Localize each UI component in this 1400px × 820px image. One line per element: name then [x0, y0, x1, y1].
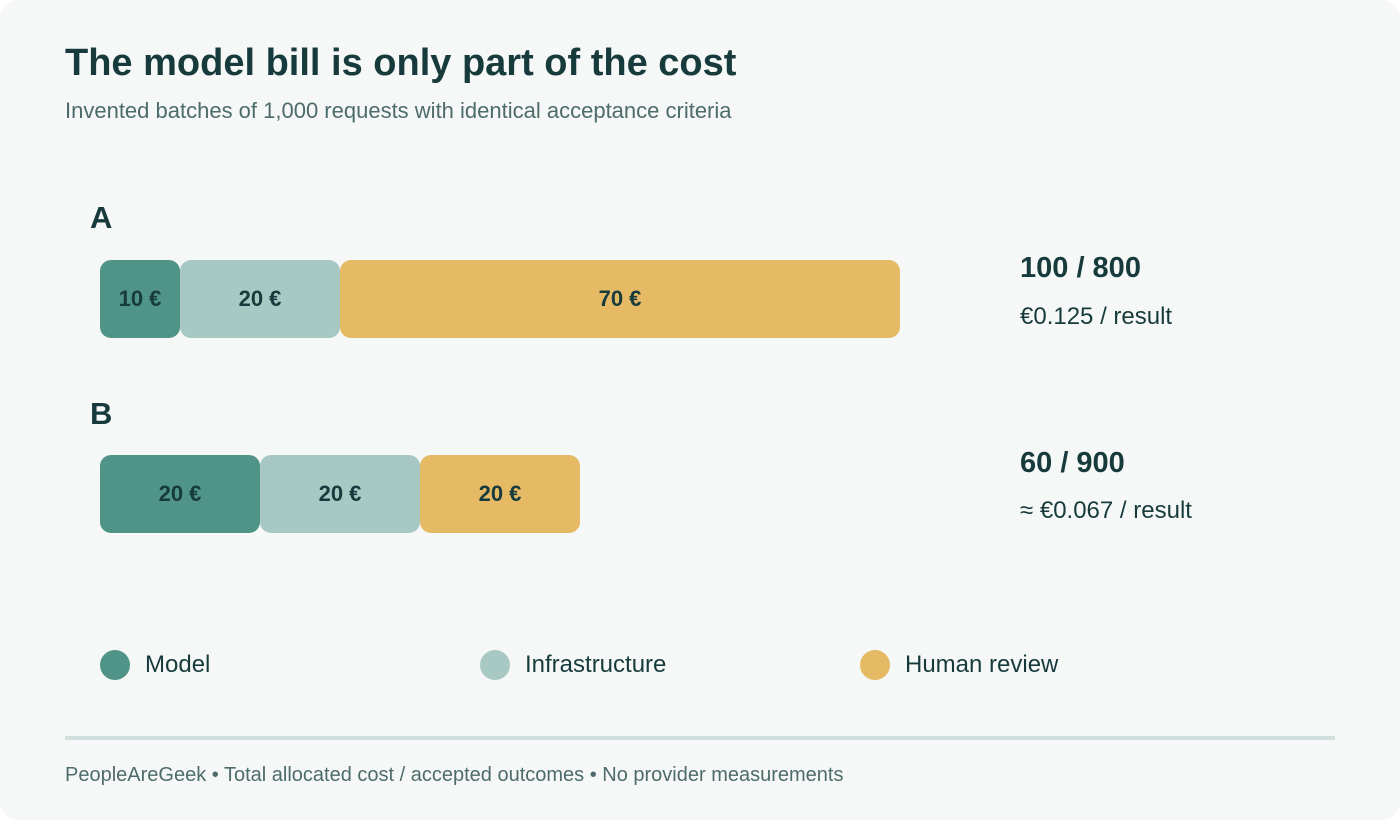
data-label-model-a: 10 €	[118, 286, 162, 311]
legend-item-model: Model	[100, 650, 210, 680]
legend-swatch-human-review	[860, 650, 890, 680]
bar-segment-infrastructure-a: 20 €	[180, 260, 340, 338]
bar-segment-human-review-b: 20 €	[420, 455, 580, 533]
per-result-b: ≈ €0.067 / result	[1020, 497, 1192, 524]
data-label-infrastructure-b: 20 €	[318, 481, 362, 506]
data-label-human-review-a: 70 €	[598, 286, 642, 311]
footer-divider	[65, 736, 1335, 740]
bar-segment-human-review-a: 70 €	[340, 260, 900, 338]
data-label-human-review-b: 20 €	[478, 481, 522, 506]
legend-label-human-review: Human review	[905, 651, 1059, 678]
stacked-bar-b: 20 € 20 € 20 €	[100, 455, 580, 533]
chart-title: The model bill is only part of the cost	[65, 42, 737, 84]
stacked-bar-a: 10 € 20 € 70 €	[100, 260, 900, 338]
legend-label-model: Model	[145, 651, 211, 678]
legend-item-infrastructure: Infrastructure	[480, 650, 666, 680]
category-label-b: B	[90, 396, 113, 431]
footer-note: PeopleAreGeek • Total allocated cost / a…	[65, 764, 844, 786]
chart-subtitle: Invented batches of 1,000 requests with …	[65, 98, 732, 123]
bar-segment-infrastructure-b: 20 €	[260, 455, 420, 533]
ratio-a: 100 / 800	[1020, 252, 1141, 284]
legend-swatch-model	[100, 650, 130, 680]
bar-segment-model-a: 10 €	[100, 260, 180, 338]
legend-label-infrastructure: Infrastructure	[525, 651, 667, 678]
legend-swatch-infrastructure	[480, 650, 510, 680]
legend-item-human-review: Human review	[860, 650, 1058, 680]
per-result-a: €0.125 / result	[1020, 303, 1173, 330]
category-label-a: A	[90, 200, 113, 235]
data-label-infrastructure-a: 20 €	[238, 286, 282, 311]
ratio-b: 60 / 900	[1020, 447, 1125, 479]
bar-segment-model-b: 20 €	[100, 455, 260, 533]
data-label-model-b: 20 €	[158, 481, 202, 506]
